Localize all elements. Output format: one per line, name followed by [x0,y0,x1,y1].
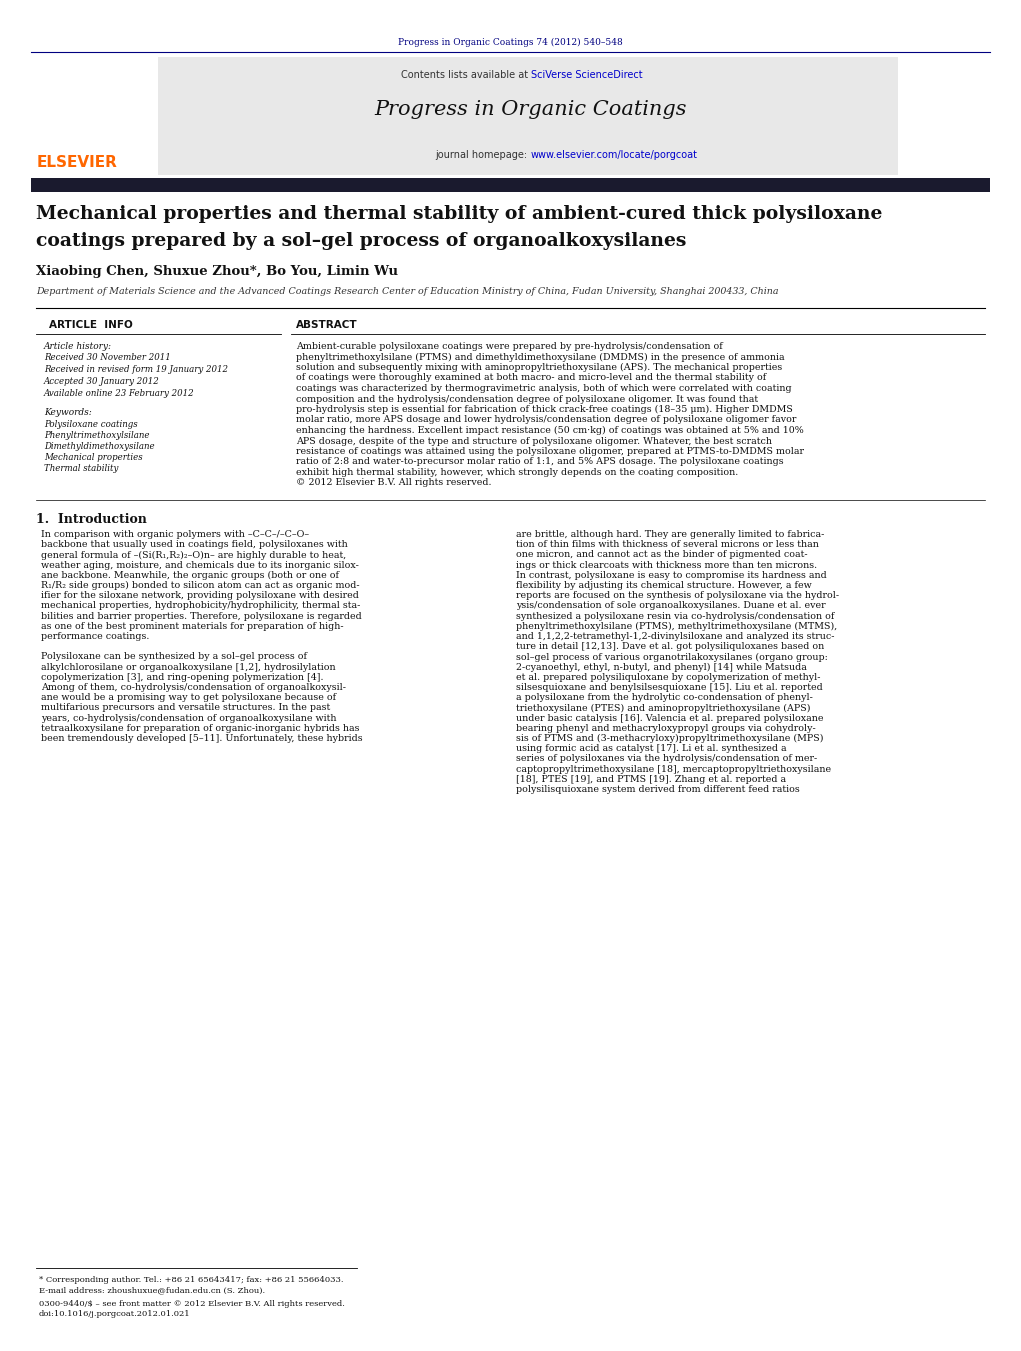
Text: reports are focused on the synthesis of polysiloxane via the hydrol-: reports are focused on the synthesis of … [516,592,838,600]
Bar [31,178,990,192]
Text: Dimethyldimethoxysilane: Dimethyldimethoxysilane [44,442,154,451]
Text: coatings prepared by a sol–gel process of organoalkoxysilanes: coatings prepared by a sol–gel process o… [36,232,686,250]
Text: In comparison with organic polymers with –C–C–/–C–O–: In comparison with organic polymers with… [41,530,309,539]
Text: one micron, and cannot act as the binder of pigmented coat-: one micron, and cannot act as the binder… [516,550,808,559]
Text: under basic catalysis [16]. Valencia et al. prepared polysiloxane: under basic catalysis [16]. Valencia et … [516,713,823,723]
Text: © 2012 Elsevier B.V. All rights reserved.: © 2012 Elsevier B.V. All rights reserved… [296,478,491,488]
Text: Contents lists available at: Contents lists available at [400,70,531,80]
Text: are brittle, although hard. They are generally limited to fabrica-: are brittle, although hard. They are gen… [516,530,824,539]
Text: coatings was characterized by thermogravimetric analysis, both of which were cor: coatings was characterized by thermograv… [296,384,791,393]
Text: Ambient-curable polysiloxane coatings were prepared by pre-hydrolysis/condensati: Ambient-curable polysiloxane coatings we… [296,342,723,351]
Text: triethoxysilane (PTES) and aminopropyltriethoxysilane (APS): triethoxysilane (PTES) and aminopropyltr… [516,704,810,712]
Text: alkylchlorosilane or organoalkoxysilane [1,2], hydrosilylation: alkylchlorosilane or organoalkoxysilane … [41,662,336,671]
Text: ane backbone. Meanwhile, the organic groups (both or one of: ane backbone. Meanwhile, the organic gro… [41,571,339,580]
Text: exhibit high thermal stability, however, which strongly depends on the coating c: exhibit high thermal stability, however,… [296,467,738,477]
Text: ARTICLE  INFO: ARTICLE INFO [49,320,133,330]
Text: Received 30 November 2011: Received 30 November 2011 [44,353,171,362]
Text: Xiaobing Chen, Shuxue Zhou*, Bo You, Limin Wu: Xiaobing Chen, Shuxue Zhou*, Bo You, Lim… [36,265,398,278]
Text: Available online 23 February 2012: Available online 23 February 2012 [44,389,195,399]
Text: solution and subsequently mixing with aminopropyltriethoxysilane (APS). The mech: solution and subsequently mixing with am… [296,363,782,372]
Text: 1.  Introduction: 1. Introduction [36,513,147,526]
Text: ratio of 2:8 and water-to-precursor molar ratio of 1:1, and 5% APS dosage. The p: ratio of 2:8 and water-to-precursor mola… [296,458,784,466]
Text: sol–gel process of various organotrilakoxysilanes (organo group:: sol–gel process of various organotrilako… [516,653,827,662]
Text: ane would be a promising way to get polysiloxane because of: ane would be a promising way to get poly… [41,693,336,703]
Text: bearing phenyl and methacryloxypropyl groups via cohydroly-: bearing phenyl and methacryloxypropyl gr… [516,724,816,732]
Text: SciVerse ScienceDirect: SciVerse ScienceDirect [531,70,642,80]
Text: Phenyltrimethoxylsilane: Phenyltrimethoxylsilane [44,431,149,440]
Text: ABSTRACT: ABSTRACT [296,320,357,330]
Text: silsesquioxane and benylsilsesquioxane [15]. Liu et al. reported: silsesquioxane and benylsilsesquioxane [… [516,684,822,692]
Text: phenyltrimethoxylsilane (PTMS), methyltrimethoxysilane (MTMS),: phenyltrimethoxylsilane (PTMS), methyltr… [516,621,837,631]
Text: E-mail address: zhoushuxue@fudan.edu.cn (S. Zhou).: E-mail address: zhoushuxue@fudan.edu.cn … [39,1286,264,1294]
Text: polysilisquioxane system derived from different feed ratios: polysilisquioxane system derived from di… [516,785,799,794]
Text: synthesized a polysiloxane resin via co-hydrolysis/condensation of: synthesized a polysiloxane resin via co-… [516,612,834,620]
Text: and 1,1,2,2-tetramethyl-1,2-divinylsiloxane and analyzed its struc-: and 1,1,2,2-tetramethyl-1,2-divinylsilox… [516,632,834,640]
Text: Progress in Organic Coatings: Progress in Organic Coatings [375,100,687,119]
Text: 2-cyanoethyl, ethyl, n-butyl, and phenyl) [14] while Matsuda: 2-cyanoethyl, ethyl, n-butyl, and phenyl… [516,662,807,671]
Text: ings or thick clearcoats with thickness more than ten microns.: ings or thick clearcoats with thickness … [516,561,817,570]
Text: general formula of –(Si(R₁,R₂)₂–O)n– are highly durable to heat,: general formula of –(Si(R₁,R₂)₂–O)n– are… [41,550,346,559]
Text: pro-hydrolysis step is essential for fabrication of thick crack-free coatings (1: pro-hydrolysis step is essential for fab… [296,405,793,415]
Text: Received in revised form 19 January 2012: Received in revised form 19 January 2012 [44,365,228,374]
Text: doi:10.1016/j.porgcoat.2012.01.021: doi:10.1016/j.porgcoat.2012.01.021 [39,1310,191,1319]
Text: Department of Materials Science and the Advanced Coatings Research Center of Edu: Department of Materials Science and the … [36,286,778,296]
Text: phenyltrimethoxylsilane (PTMS) and dimethyldimethoxysilane (DMDMS) in the presen: phenyltrimethoxylsilane (PTMS) and dimet… [296,353,785,362]
Text: Among of them, co-hydrolysis/condensation of organoalkoxysil-: Among of them, co-hydrolysis/condensatio… [41,684,346,692]
Text: resistance of coatings was attained using the polysiloxane oligomer, prepared at: resistance of coatings was attained usin… [296,447,805,457]
Text: journal homepage:: journal homepage: [436,150,531,159]
Text: Polysiloxane coatings: Polysiloxane coatings [44,420,138,430]
Text: of coatings were thoroughly examined at both macro- and micro-level and the ther: of coatings were thoroughly examined at … [296,373,767,382]
Text: using formic acid as catalyst [17]. Li et al. synthesized a: using formic acid as catalyst [17]. Li e… [516,744,786,754]
Text: composition and the hydrolysis/condensation degree of polysiloxane oligomer. It : composition and the hydrolysis/condensat… [296,394,759,404]
Text: molar ratio, more APS dosage and lower hydrolysis/condensation degree of polysil: molar ratio, more APS dosage and lower h… [296,416,796,424]
Text: tetraalkoxysilane for preparation of organic-inorganic hybrids has: tetraalkoxysilane for preparation of org… [41,724,359,732]
Text: weather aging, moisture, and chemicals due to its inorganic silox-: weather aging, moisture, and chemicals d… [41,561,358,570]
Text: enhancing the hardness. Excellent impact resistance (50 cm·kg) of coatings was o: enhancing the hardness. Excellent impact… [296,426,804,435]
Text: ysis/condensation of sole organoalkoxysilanes. Duane et al. ever: ysis/condensation of sole organoalkoxysi… [516,601,825,611]
Text: Keywords:: Keywords: [44,408,92,417]
Text: Accepted 30 January 2012: Accepted 30 January 2012 [44,377,159,386]
Text: Progress in Organic Coatings 74 (2012) 540–548: Progress in Organic Coatings 74 (2012) 5… [398,38,623,47]
Text: as one of the best prominent materials for preparation of high-: as one of the best prominent materials f… [41,621,343,631]
Text: Polysiloxane can be synthesized by a sol–gel process of: Polysiloxane can be synthesized by a sol… [41,653,307,662]
Text: backbone that usually used in coatings field, polysiloxanes with: backbone that usually used in coatings f… [41,540,347,550]
Text: years, co-hydrolysis/condensation of organoalkoxysilane with: years, co-hydrolysis/condensation of org… [41,713,336,723]
Text: ture in detail [12,13]. Dave et al. got polysiliquloxanes based on: ture in detail [12,13]. Dave et al. got … [516,642,824,651]
Text: www.elsevier.com/locate/porgcoat: www.elsevier.com/locate/porgcoat [531,150,698,159]
Text: captopropyltrimethoxysilane [18], mercaptopropyltriethoxysilane: captopropyltrimethoxysilane [18], mercap… [516,765,831,774]
Text: 0300-9440/$ – see front matter © 2012 Elsevier B.V. All rights reserved.: 0300-9440/$ – see front matter © 2012 El… [39,1300,345,1308]
Text: et al. prepared polysiliquloxane by copolymerization of methyl-: et al. prepared polysiliquloxane by copo… [516,673,820,682]
Text: tion of thin films with thickness of several microns or less than: tion of thin films with thickness of sev… [516,540,819,550]
Bar [158,57,898,176]
Text: In contrast, polysiloxane is easy to compromise its hardness and: In contrast, polysiloxane is easy to com… [516,571,826,580]
Text: copolymerization [3], and ring-opening polymerization [4].: copolymerization [3], and ring-opening p… [41,673,324,682]
Text: flexibility by adjusting its chemical structure. However, a few: flexibility by adjusting its chemical st… [516,581,812,590]
Text: bilities and barrier properties. Therefore, polysiloxane is regarded: bilities and barrier properties. Therefo… [41,612,361,620]
Text: Thermal stability: Thermal stability [44,463,118,473]
Text: been tremendously developed [5–11]. Unfortunately, these hybrids: been tremendously developed [5–11]. Unfo… [41,734,362,743]
Text: Article history:: Article history: [44,342,112,351]
Text: R₁/R₂ side groups) bonded to silicon atom can act as organic mod-: R₁/R₂ side groups) bonded to silicon ato… [41,581,359,590]
Text: Mechanical properties: Mechanical properties [44,453,143,462]
Text: a polysiloxane from the hydrolytic co-condensation of phenyl-: a polysiloxane from the hydrolytic co-co… [516,693,813,703]
Text: APS dosage, despite of the type and structure of polysiloxane oligomer. Whatever: APS dosage, despite of the type and stru… [296,436,772,446]
Text: sis of PTMS and (3-methacryloxy)propyltrimethoxysilane (MPS): sis of PTMS and (3-methacryloxy)propyltr… [516,734,823,743]
Text: ELSEVIER: ELSEVIER [36,155,117,170]
Text: mechanical properties, hydrophobicity/hydrophilicity, thermal sta-: mechanical properties, hydrophobicity/hy… [41,601,360,611]
Text: Mechanical properties and thermal stability of ambient-cured thick polysiloxane: Mechanical properties and thermal stabil… [36,205,882,223]
Text: multifarious precursors and versatile structures. In the past: multifarious precursors and versatile st… [41,704,330,712]
Text: * Corresponding author. Tel.: +86 21 65643417; fax: +86 21 55664033.: * Corresponding author. Tel.: +86 21 656… [39,1275,343,1283]
Text: series of polysiloxanes via the hydrolysis/condensation of mer-: series of polysiloxanes via the hydrolys… [516,754,817,763]
Text: [18], PTES [19], and PTMS [19]. Zhang et al. reported a: [18], PTES [19], and PTMS [19]. Zhang et… [516,775,786,784]
Text: ifier for the siloxane network, providing polysiloxane with desired: ifier for the siloxane network, providin… [41,592,358,600]
Text: performance coatings.: performance coatings. [41,632,149,640]
